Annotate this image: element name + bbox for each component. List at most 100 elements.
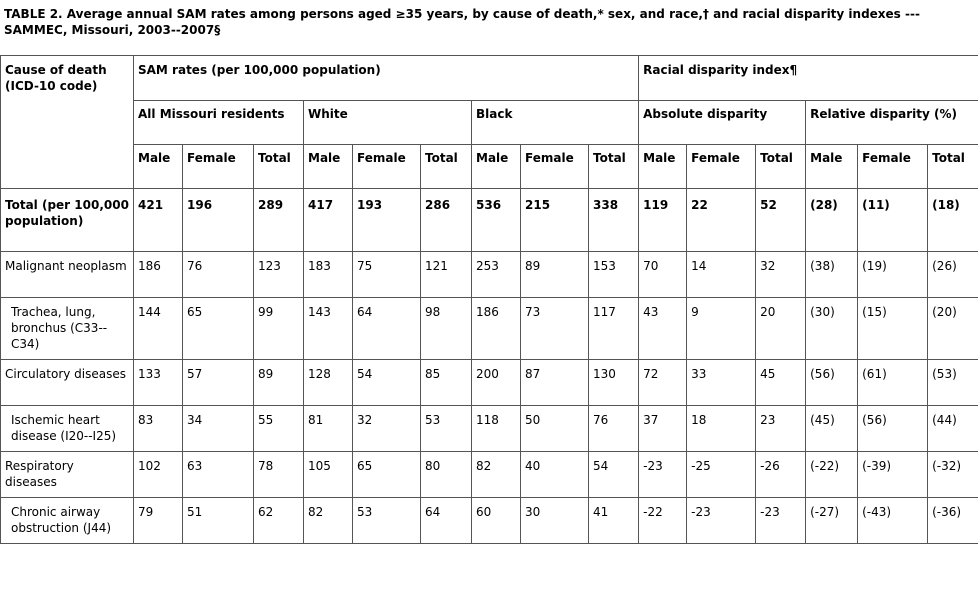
cell: 62 (253, 497, 304, 544)
cell: 186 (471, 297, 521, 360)
header-row-2: All Missouri residents White Black Absol… (1, 100, 978, 145)
cell: 72 (638, 359, 688, 406)
cell: -22 (638, 497, 688, 544)
header-female: Female (182, 144, 254, 189)
cell: (19) (857, 251, 929, 298)
cell: (30) (805, 297, 859, 360)
cell: 45 (755, 359, 807, 406)
cell: 119 (638, 188, 688, 252)
cell: 30 (520, 497, 589, 544)
header-male: Male (638, 144, 688, 189)
row-cause: Trachea, lung, bronchus (C33--C34) (0, 297, 134, 360)
cell: 14 (686, 251, 757, 298)
cell: 421 (133, 188, 183, 252)
cell: (-22) (805, 451, 859, 498)
header-group-black: Black (470, 100, 640, 145)
cell: (15) (857, 297, 929, 360)
cell: (26) (927, 251, 978, 298)
header-total: Total (420, 144, 472, 189)
cell: (-43) (857, 497, 929, 544)
cell: 186 (133, 251, 183, 298)
header-total: Total (253, 144, 304, 189)
row-cause: Respiratory diseases (0, 451, 134, 498)
cell: 54 (587, 451, 640, 498)
cell: 23 (755, 405, 807, 452)
row-cause: Circulatory diseases (0, 359, 134, 406)
cell: (38) (805, 251, 859, 298)
header-male: Male (471, 144, 521, 189)
cell: 73 (520, 297, 589, 360)
cell: 215 (520, 188, 589, 252)
cell: 117 (587, 297, 640, 360)
cell: 82 (303, 497, 353, 544)
header-row-3: Male Female Total Male Female Total Male… (1, 144, 978, 189)
header-total: Total (927, 144, 978, 189)
table-row: Circulatory diseases 133 57 89 128 54 85… (0, 359, 978, 406)
cell: -26 (755, 451, 807, 498)
header-group-all: All Missouri residents (133, 100, 304, 145)
cell: 89 (253, 359, 304, 406)
cell: 128 (303, 359, 353, 406)
cell: 75 (352, 251, 421, 298)
cell: 130 (587, 359, 640, 406)
header-male: Male (133, 144, 183, 189)
cell: 196 (182, 188, 254, 252)
cell: (18) (927, 188, 978, 252)
cell: 22 (686, 188, 757, 252)
cell: 338 (587, 188, 640, 252)
cell: 87 (520, 359, 589, 406)
header-sam-rates: SAM rates (per 100,000 population) (132, 55, 640, 101)
cell: 20 (755, 297, 807, 360)
cell: 193 (352, 188, 421, 252)
cell: 123 (253, 251, 304, 298)
header-group-relative: Relative disparity (%) (805, 100, 978, 145)
header-group-absolute: Absolute disparity (638, 100, 807, 145)
table-row: Trachea, lung, bronchus (C33--C34) 144 6… (0, 297, 978, 360)
cell: 43 (638, 297, 688, 360)
row-cause: Total (per 100,000 population) (0, 188, 134, 252)
cell: (61) (857, 359, 929, 406)
cell: (-32) (927, 451, 978, 498)
cell: 144 (133, 297, 183, 360)
cell: -23 (638, 451, 688, 498)
cell: 18 (686, 405, 757, 452)
cell: (56) (857, 405, 929, 452)
cell: 183 (303, 251, 353, 298)
cell: 60 (471, 497, 521, 544)
cell: 64 (352, 297, 421, 360)
cell: 82 (471, 451, 521, 498)
row-cause: Chronic airway obstruction (J44) (0, 497, 134, 544)
header-female: Female (352, 144, 421, 189)
cell: (56) (805, 359, 859, 406)
cell: 133 (133, 359, 183, 406)
cell: (53) (927, 359, 978, 406)
row-cause: Ischemic heart disease (I20--I25) (0, 405, 134, 452)
cell: 102 (133, 451, 183, 498)
cell: (44) (927, 405, 978, 452)
cell: 289 (253, 188, 304, 252)
header-group-white: White (303, 100, 472, 145)
cell: 52 (755, 188, 807, 252)
cell: 79 (133, 497, 183, 544)
cell: (28) (805, 188, 859, 252)
cell: 9 (686, 297, 757, 360)
cell: 41 (587, 497, 640, 544)
cell: (-36) (927, 497, 978, 544)
cell: 32 (352, 405, 421, 452)
cell: 143 (303, 297, 353, 360)
header-cause: Cause of death (ICD-10 code) (0, 55, 134, 189)
cell: 65 (182, 297, 254, 360)
cell: (11) (857, 188, 929, 252)
cell: 37 (638, 405, 688, 452)
cell: 57 (182, 359, 254, 406)
cell: 53 (352, 497, 421, 544)
header-female: Female (686, 144, 757, 189)
row-cause: Malignant neoplasm (0, 251, 134, 298)
header-total: Total (587, 144, 640, 189)
cell: 63 (182, 451, 254, 498)
cell: (-39) (857, 451, 929, 498)
cell: 83 (133, 405, 183, 452)
header-female: Female (857, 144, 929, 189)
table-caption: TABLE 2. Average annual SAM rates among … (4, 7, 920, 37)
cell: -25 (686, 451, 757, 498)
